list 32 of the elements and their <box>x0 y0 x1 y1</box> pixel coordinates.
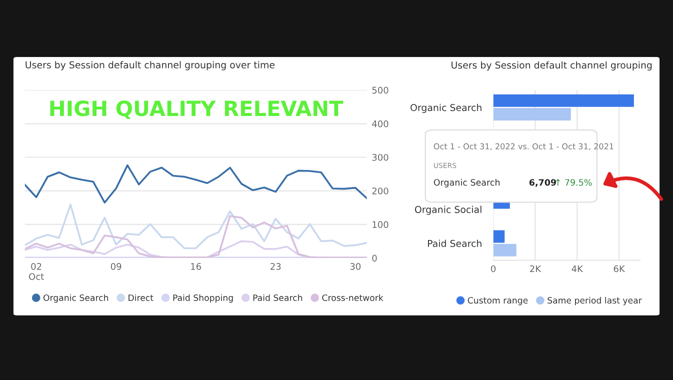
y-tick-label: 400 <box>372 120 388 128</box>
y-tick-label: 300 <box>372 154 388 161</box>
legend-label: Same period last year <box>548 296 642 306</box>
y-tick-label: 500 <box>372 86 388 94</box>
annotation: ↑ 79.5% <box>556 179 592 186</box>
y-tick-label: 0 <box>372 254 377 262</box>
x-tick-label: 6K <box>614 265 626 272</box>
legend-label: Cross-network <box>322 294 384 301</box>
annotation: HIGH QUALITY RELEVANT <box>50 100 344 120</box>
chart-title: Users by Session default channel grouping <box>452 61 652 70</box>
x-tick-label: 0 <box>491 265 496 272</box>
y-tick-label: Organic Social <box>414 206 482 215</box>
x-tick-label: 30 <box>350 263 361 270</box>
legend-label: Direct <box>128 294 154 301</box>
annotation: Organic Search <box>434 178 500 188</box>
y-tick-label: Organic Search <box>410 104 482 113</box>
x-tick-label: 09 <box>110 263 122 270</box>
x-tick-label: 23 <box>270 263 281 270</box>
legend-label: Custom range <box>468 297 528 306</box>
y-tick-label: Paid Search <box>428 240 482 248</box>
y-tick-label: 100 <box>372 221 388 228</box>
legend-label: Paid Search <box>253 294 302 301</box>
x-tick-label: 16 <box>191 263 202 270</box>
legend-label: Paid Shopping <box>173 294 233 303</box>
y-tick-label: 200 <box>372 188 388 194</box>
annotation: 6,709 <box>529 179 556 187</box>
annotation: Oct 1 - Oct 31, 2022 vs. Oct 1 - Oct 31, 2021 <box>434 143 614 150</box>
x-tick-label: 4K <box>572 265 584 272</box>
chart-title: Users by Session default channel grouping over time <box>26 61 275 70</box>
x-tick-label: 02 Oct <box>29 263 44 280</box>
x-tick-label: 2K <box>530 265 542 272</box>
legend-label: Organic Search <box>43 294 108 303</box>
